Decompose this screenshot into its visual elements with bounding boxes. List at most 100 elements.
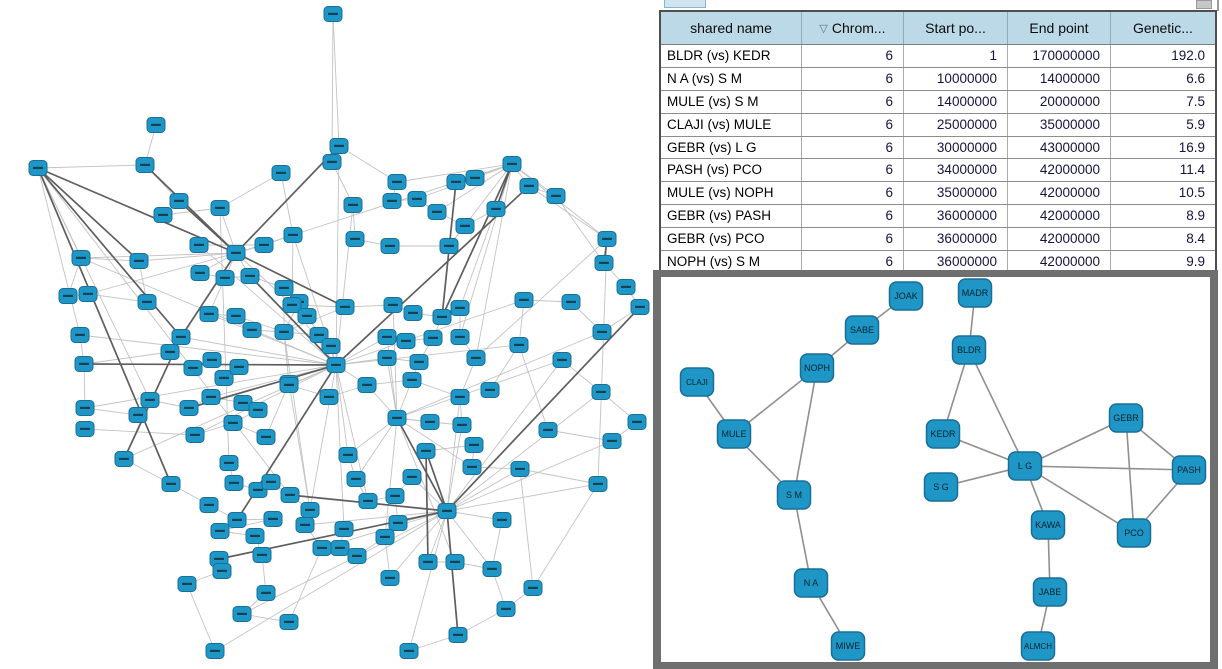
big-network-node[interactable]: [135, 157, 155, 173]
big-network-node[interactable]: [128, 407, 148, 423]
big-network-node[interactable]: [70, 327, 90, 343]
big-network-node[interactable]: [312, 540, 332, 556]
big-network-node[interactable]: [399, 643, 419, 659]
big-network-node[interactable]: [465, 170, 485, 186]
big-network-node[interactable]: [242, 322, 262, 338]
big-network-node[interactable]: [280, 487, 300, 503]
big-network-node[interactable]: [185, 427, 205, 443]
big-network-node[interactable]: [248, 402, 268, 418]
big-network-node[interactable]: [514, 292, 534, 308]
big-network-node[interactable]: [509, 337, 529, 353]
big-network-node[interactable]: [279, 614, 299, 630]
big-network-node[interactable]: [510, 461, 530, 477]
big-network-node[interactable]: [146, 117, 166, 133]
big-network-node[interactable]: [114, 451, 134, 467]
sub-network-node-pco[interactable]: PCO: [1116, 518, 1152, 548]
big-network-node[interactable]: [71, 250, 91, 266]
big-network-node[interactable]: [28, 160, 48, 176]
big-network-node[interactable]: [201, 389, 221, 405]
big-network-node[interactable]: [382, 193, 402, 209]
big-network-node[interactable]: [452, 417, 472, 433]
big-network-node[interactable]: [602, 433, 622, 449]
big-network-node[interactable]: [261, 474, 281, 490]
table-row[interactable]: N A (vs) S M 6 10000000 14000000 6.6: [661, 67, 1215, 91]
column-header-4[interactable]: Genetic...: [1111, 12, 1215, 44]
big-network-node[interactable]: [357, 377, 377, 393]
big-network-node[interactable]: [546, 188, 566, 204]
big-network-node[interactable]: [252, 547, 272, 563]
sub-network-node-jabe[interactable]: JABE: [1032, 577, 1068, 607]
table-row[interactable]: MULE (vs) NOPH 6 35000000 42000000 10.5: [661, 182, 1215, 206]
big-network-node[interactable]: [377, 350, 397, 366]
table-row[interactable]: GEBR (vs) L G 6 30000000 43000000 16.9: [661, 136, 1215, 160]
big-network-node[interactable]: [345, 231, 365, 247]
big-network-node[interactable]: [137, 294, 157, 310]
big-network-node[interactable]: [439, 238, 459, 254]
big-network-node[interactable]: [380, 570, 400, 586]
sub-network-node-s-g[interactable]: S G: [923, 472, 959, 502]
big-network-node[interactable]: [214, 370, 234, 386]
table-row[interactable]: NOPH (vs) S M 6 36000000 42000000 9.9: [661, 251, 1215, 273]
big-network-node[interactable]: [423, 330, 443, 346]
big-network-node[interactable]: [403, 305, 423, 321]
big-network-node[interactable]: [448, 627, 468, 643]
sub-network-node-claji[interactable]: CLAJI: [679, 367, 715, 397]
big-network-node[interactable]: [215, 270, 235, 286]
big-network-node[interactable]: [190, 265, 210, 281]
big-network-node[interactable]: [358, 493, 378, 509]
big-network-node[interactable]: [462, 459, 482, 475]
big-network-node[interactable]: [199, 497, 219, 513]
table-row[interactable]: MULE (vs) S M 6 14000000 20000000 7.5: [661, 90, 1215, 114]
sub-network-node-gebr[interactable]: GEBR: [1108, 403, 1144, 433]
big-network-node[interactable]: [160, 344, 180, 360]
sub-network-node-madr[interactable]: MADR: [957, 278, 993, 308]
big-network-node[interactable]: [346, 471, 366, 487]
big-network-node[interactable]: [450, 389, 470, 405]
big-network-node[interactable]: [254, 237, 274, 253]
big-network-node[interactable]: [177, 576, 197, 592]
big-network-node[interactable]: [523, 580, 543, 596]
big-network-node[interactable]: [388, 515, 408, 531]
big-network-node[interactable]: [446, 174, 466, 190]
sub-network-node-miwe[interactable]: MIWE: [830, 631, 866, 661]
sub-network-node-noph[interactable]: NOPH: [799, 353, 835, 383]
big-network-node[interactable]: [74, 356, 94, 372]
sub-network-node-sabe[interactable]: SABE: [844, 315, 880, 345]
big-network-node[interactable]: [383, 297, 403, 313]
big-network-node[interactable]: [212, 563, 232, 579]
big-network-node[interactable]: [322, 154, 342, 170]
sub-network-node-mule[interactable]: MULE: [716, 419, 752, 449]
big-network-node[interactable]: [450, 329, 470, 345]
big-network-node[interactable]: [335, 299, 355, 315]
table-row[interactable]: CLAJI (vs) MULE 6 25000000 35000000 5.9: [661, 113, 1215, 137]
big-network-node[interactable]: [329, 138, 349, 154]
big-network-node[interactable]: [229, 359, 249, 375]
big-network-node[interactable]: [594, 255, 614, 271]
big-network-node[interactable]: [240, 268, 260, 284]
big-network-node[interactable]: [338, 447, 358, 463]
big-network-node[interactable]: [450, 300, 470, 316]
scrollbar-remnant[interactable]: [1196, 0, 1212, 9]
sub-network-node-almch[interactable]: ALMCH: [1020, 631, 1056, 661]
big-network-node[interactable]: [420, 414, 440, 430]
big-network-node[interactable]: [396, 333, 416, 349]
big-network-node[interactable]: [416, 443, 436, 459]
big-network-node[interactable]: [445, 554, 465, 570]
big-network-node[interactable]: [171, 329, 191, 345]
big-network-node[interactable]: [409, 354, 429, 370]
big-network-node[interactable]: [402, 372, 422, 388]
big-network-node[interactable]: [297, 308, 317, 324]
big-network-node[interactable]: [387, 410, 407, 426]
big-network-node[interactable]: [482, 561, 502, 577]
big-network-node[interactable]: [129, 253, 149, 269]
big-network-node[interactable]: [321, 338, 341, 354]
big-network-node[interactable]: [402, 469, 422, 485]
panel-tab-remnant[interactable]: [664, 0, 706, 8]
big-network-node[interactable]: [427, 204, 447, 220]
big-network-node[interactable]: [492, 512, 512, 528]
big-network-node[interactable]: [323, 6, 343, 22]
big-network-node[interactable]: [480, 382, 500, 398]
big-network-node[interactable]: [58, 288, 78, 304]
big-network-node[interactable]: [282, 297, 302, 313]
big-network-node[interactable]: [326, 357, 346, 373]
